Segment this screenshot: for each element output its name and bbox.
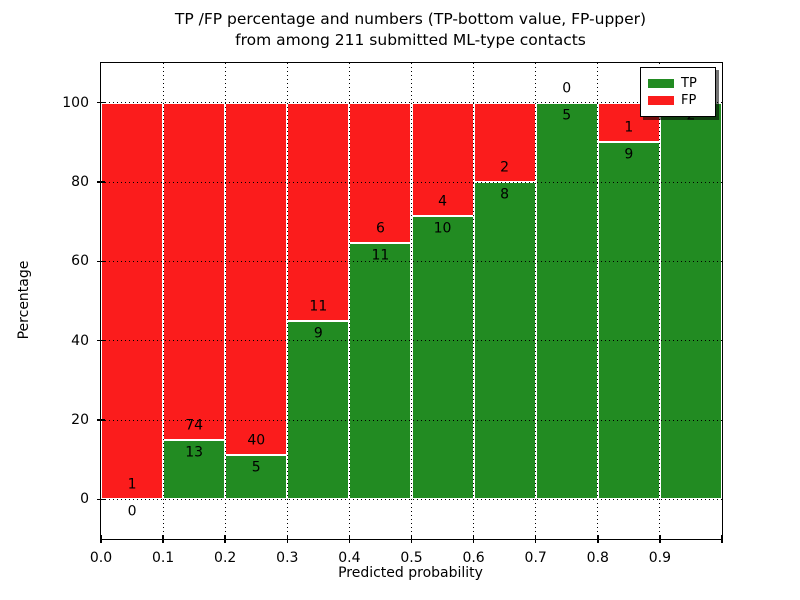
x-gridline (473, 63, 475, 539)
fp-count-label: 4 (438, 193, 448, 210)
x-tick-mark (534, 535, 537, 543)
y-tick-label: 20 (71, 412, 89, 428)
x-gridline (162, 63, 164, 539)
fp-count-label: 1 (127, 476, 137, 493)
tp-count-label: 13 (185, 444, 204, 461)
y-axis-label: Percentage (16, 260, 32, 340)
x-tick-mark (162, 535, 164, 543)
bar-segment-fp (473, 102, 536, 182)
x-tick-mark (472, 535, 475, 543)
bar-segment-fp (287, 102, 350, 321)
legend-label: FP (681, 93, 697, 108)
x-gridline (348, 63, 350, 539)
x-tick-label: 0.8 (586, 550, 609, 566)
tp-count-label: 9 (313, 325, 323, 342)
x-tick-mark (659, 535, 661, 543)
legend-swatch-fp-icon (648, 96, 674, 105)
chart-title-line2: from among 211 submitted ML-type contact… (235, 31, 586, 49)
legend-item: TP (648, 76, 708, 91)
x-tick-mark (348, 535, 351, 543)
x-tick-label: 0.7 (524, 550, 547, 566)
fp-count-label: 0 (562, 80, 572, 97)
bar-segment-tp (659, 102, 722, 500)
bar-segment-fp (225, 102, 288, 456)
tp-count-label: 8 (500, 186, 510, 203)
fp-count-label: 1 (624, 119, 634, 136)
bar-segment-tp (225, 455, 288, 500)
x-tick-label: 0.6 (462, 550, 485, 566)
bar-segment-tp (535, 102, 598, 500)
bar-segment-fp (349, 102, 412, 243)
y-tick-mark (97, 101, 105, 104)
bar-segment-tp (411, 215, 474, 500)
chart-title-line1: TP /FP percentage and numbers (TP-bottom… (174, 10, 647, 28)
legend-label: TP (681, 76, 697, 91)
y-tick-label: 100 (62, 94, 89, 111)
x-tick-label: 0.5 (400, 550, 423, 566)
bar-segment-fp (101, 102, 164, 500)
fp-count-label: 11 (309, 298, 328, 315)
legend: TP FP (640, 67, 716, 117)
tp-count-label: 9 (624, 146, 634, 163)
y-tick-label: 40 (71, 332, 89, 349)
x-gridline (411, 63, 412, 539)
x-tick-mark (286, 535, 289, 543)
tp-count-label: 0 (127, 503, 137, 520)
x-gridline (286, 63, 288, 539)
x-tick-label: 0.3 (276, 550, 299, 566)
legend-item: FP (648, 93, 708, 108)
tp-count-label: 10 (433, 220, 452, 237)
x-tick-mark (597, 535, 599, 543)
fp-count-label: 2 (500, 159, 510, 176)
x-tick-label: 0.2 (214, 550, 237, 566)
x-gridline (597, 63, 599, 539)
y-tick-mark (97, 181, 105, 183)
y-tick-mark (97, 339, 105, 342)
x-gridline (659, 63, 661, 539)
tp-count-label: 5 (251, 459, 261, 476)
y-tick-mark (97, 498, 105, 501)
tp-count-label: 11 (371, 247, 390, 264)
chart-title: TP /FP percentage and numbers (TP-bottom… (100, 9, 721, 51)
fp-count-label: 6 (375, 220, 385, 237)
x-tick-mark (100, 535, 102, 543)
bar-segment-tp (597, 142, 660, 500)
y-tick-label: 0 (80, 491, 89, 508)
x-tick-label: 0.4 (338, 550, 361, 566)
tp-count-label: 5 (562, 107, 572, 124)
x-gridline (224, 63, 226, 539)
y-tick-label: 60 (71, 253, 89, 270)
x-tick-mark (721, 535, 723, 543)
x-tick-mark (410, 535, 413, 543)
bar-segment-tp (163, 440, 226, 500)
bar-segment-tp (349, 242, 412, 500)
bar-segment-fp (411, 102, 474, 216)
x-axis-label: Predicted probability (338, 565, 483, 581)
legend-swatch-tp-icon (648, 79, 674, 88)
fp-count-label: 74 (185, 417, 204, 434)
bar-segment-tp (287, 320, 350, 500)
x-tick-label: 0.9 (648, 550, 672, 566)
x-tick-label: 0.0 (89, 550, 113, 566)
x-gridline (535, 63, 537, 539)
x-tick-label: 0.1 (151, 550, 175, 566)
bar-segment-fp (163, 102, 226, 441)
fp-count-label: 40 (247, 432, 266, 449)
y-tick-mark (97, 419, 105, 421)
x-tick-mark (224, 535, 226, 543)
y-tick-mark (97, 260, 105, 263)
y-tick-label: 80 (71, 174, 89, 190)
